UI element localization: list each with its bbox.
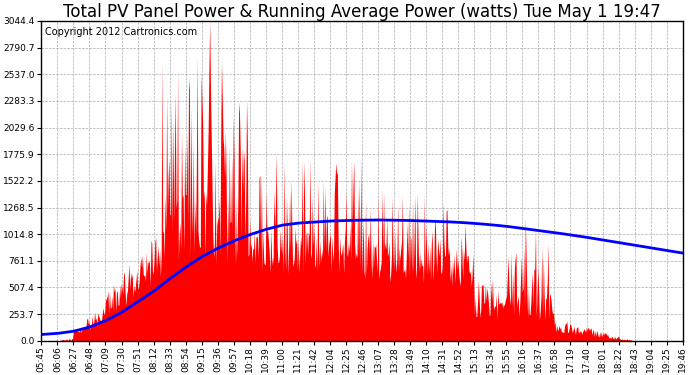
Text: Copyright 2012 Cartronics.com: Copyright 2012 Cartronics.com [45, 27, 197, 38]
Title: Total PV Panel Power & Running Average Power (watts) Tue May 1 19:47: Total PV Panel Power & Running Average P… [63, 3, 661, 21]
